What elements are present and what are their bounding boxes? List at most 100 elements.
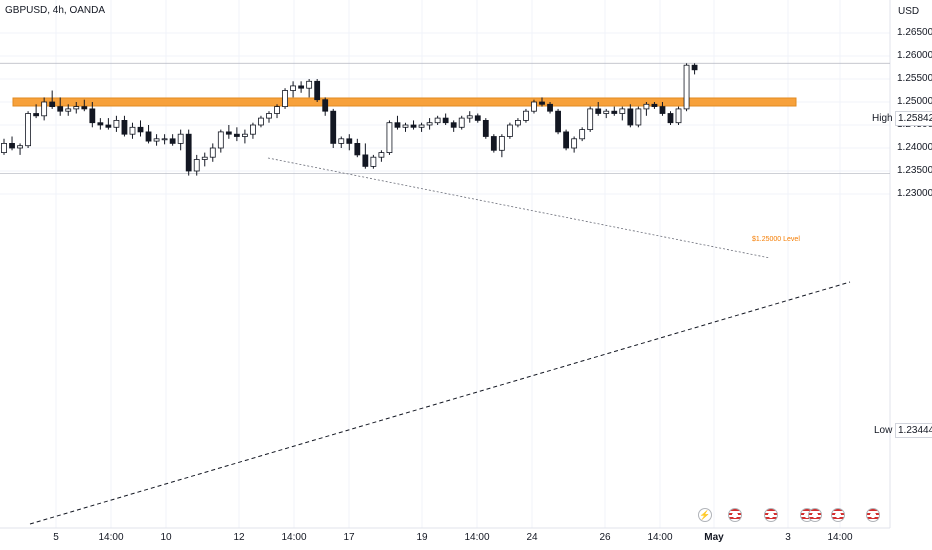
candle-body — [691, 64, 698, 71]
candle-body — [314, 80, 321, 101]
level-label: $1.25000 Level — [752, 236, 800, 243]
time-label: 10 — [160, 532, 172, 543]
price-label: 1.23000 — [897, 188, 932, 199]
symbol-title[interactable]: GBPUSD, 4h, OANDA — [5, 5, 106, 16]
candle-body — [490, 136, 497, 151]
candle-body — [539, 101, 545, 105]
time-label: 14:00 — [98, 532, 124, 543]
candle-body — [201, 156, 208, 160]
candle-body — [258, 117, 264, 126]
candle-body — [113, 120, 120, 128]
candle-body — [41, 101, 48, 117]
candle-body — [354, 142, 361, 156]
candle-body — [33, 113, 40, 117]
candle-body — [442, 117, 449, 124]
high-value: 1.25842 — [895, 111, 932, 126]
candle-body — [17, 145, 23, 149]
candle-body — [659, 106, 666, 114]
candle-body — [290, 85, 296, 91]
candle-body — [595, 108, 602, 114]
candle-body — [482, 120, 489, 137]
price-label: 1.25500 — [897, 73, 932, 84]
us-flag-icon[interactable] — [764, 508, 778, 522]
downtrend-line — [267, 157, 771, 259]
candle-body — [153, 138, 160, 142]
candle-body — [73, 106, 80, 110]
candle-body — [217, 131, 224, 149]
candle-body — [298, 85, 305, 89]
candle-body — [129, 126, 136, 135]
candle-body — [386, 122, 393, 153]
candle-body — [426, 122, 433, 126]
candle-body — [338, 138, 345, 144]
us-flag-icon[interactable] — [831, 508, 845, 522]
candle-body — [643, 103, 650, 110]
candle-body — [474, 115, 481, 121]
candle-body — [378, 152, 385, 158]
candle-body — [177, 133, 184, 144]
candle-body — [185, 133, 192, 172]
candle-body — [9, 142, 15, 149]
price-label: 1.26000 — [897, 50, 932, 61]
high-tag: High — [872, 113, 893, 124]
candle-body — [137, 126, 144, 133]
time-label: 17 — [343, 532, 355, 543]
candle-body — [651, 103, 658, 108]
candle-body — [1, 142, 7, 153]
candle-body — [611, 110, 618, 114]
candle-body — [563, 131, 569, 149]
candle-body — [506, 124, 513, 137]
candle-body — [362, 154, 369, 167]
candle-body — [193, 159, 200, 172]
us-flag-icon[interactable] — [808, 508, 822, 522]
uptrend-line — [29, 281, 851, 525]
time-label: 26 — [599, 532, 611, 543]
candle-body — [450, 122, 457, 128]
candle-body — [105, 124, 112, 128]
time-label: 14:00 — [464, 532, 490, 543]
candle-body — [57, 106, 64, 112]
candle-body — [587, 108, 594, 131]
candle-body — [434, 117, 441, 124]
us-flag-icon[interactable] — [866, 508, 880, 522]
candle-body — [161, 138, 168, 141]
price-label: 1.26500 — [897, 27, 932, 38]
time-label: 19 — [416, 532, 428, 543]
candle-body — [410, 124, 417, 128]
candle-body — [523, 110, 529, 121]
candle-body — [515, 120, 521, 126]
candle-body — [603, 110, 610, 114]
candle-body — [49, 101, 56, 107]
candle-body — [241, 133, 248, 137]
candle-body — [531, 101, 537, 112]
candle-body — [619, 108, 626, 114]
candle-body — [282, 90, 288, 108]
candle-body — [346, 138, 353, 144]
candle-body — [233, 133, 240, 137]
time-label: 5 — [53, 532, 59, 543]
candle-body — [402, 124, 409, 128]
candle-body — [555, 110, 561, 133]
candle-body — [121, 120, 128, 135]
price-label: 1.23500 — [897, 165, 932, 176]
time-label: 12 — [233, 532, 245, 543]
time-label: 3 — [785, 532, 791, 543]
lightning-icon[interactable]: ⚡ — [698, 508, 712, 522]
candle-body — [65, 108, 72, 112]
time-label: May — [704, 532, 724, 543]
candle-body — [97, 122, 104, 126]
level-zone — [12, 97, 797, 107]
candle-body — [466, 115, 473, 119]
candle-body — [571, 138, 578, 149]
us-flag-icon[interactable] — [728, 508, 742, 522]
candle-body — [322, 99, 329, 112]
candle-body — [370, 156, 377, 167]
candle-body — [547, 103, 553, 112]
candle-body — [81, 106, 88, 110]
candle-body — [683, 64, 690, 110]
time-label: 14:00 — [281, 532, 307, 543]
candle-body — [169, 138, 176, 144]
time-label: 14:00 — [827, 532, 853, 543]
candle-body — [250, 124, 256, 135]
